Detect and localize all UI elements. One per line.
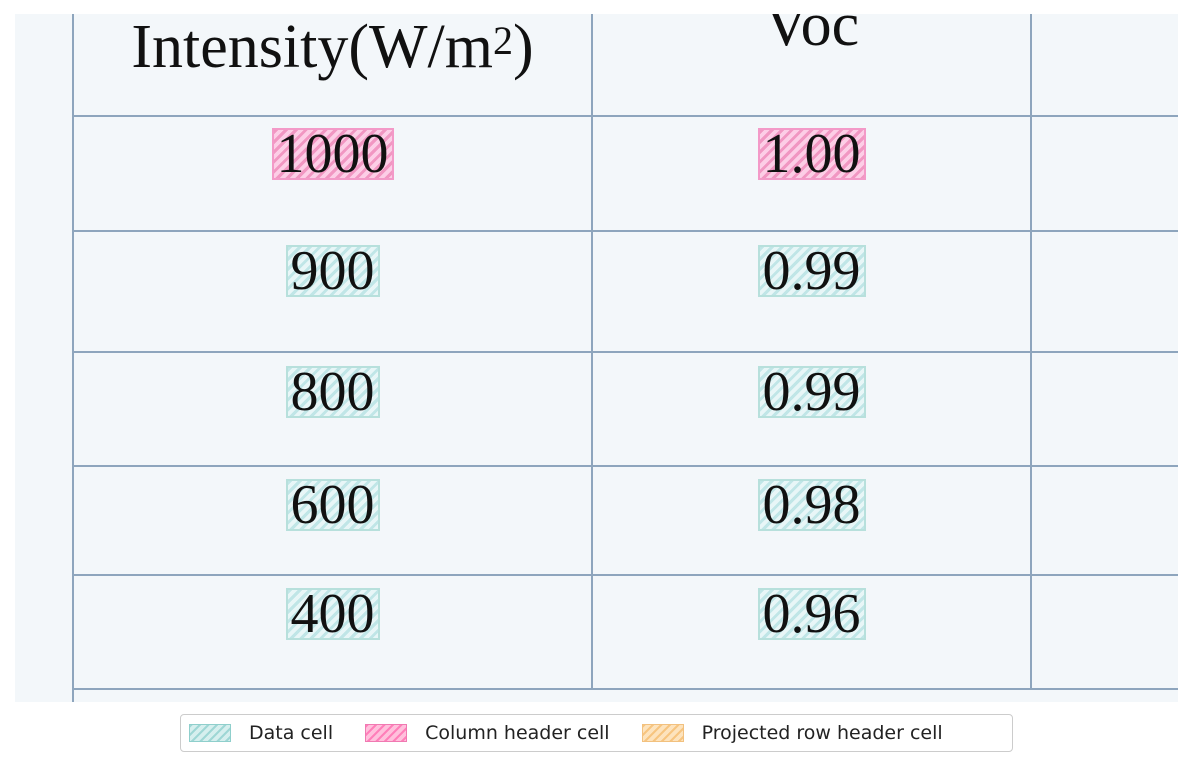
data-cell-voc: 0.99 <box>757 243 866 299</box>
grid-line <box>72 465 1178 467</box>
data-cell-voc: 0.99 <box>757 364 866 420</box>
grid-line <box>72 14 74 702</box>
table-row: 0.99 <box>593 364 1030 420</box>
legend-label: Projected row header cell <box>701 722 943 744</box>
legend-item-projected-row-header-cell: Projected row header cell <box>641 722 943 744</box>
table-row: 900 <box>74 243 591 299</box>
data-cell-intensity: 800 <box>285 364 380 420</box>
grid-line <box>72 230 1178 232</box>
table-row: 0.99 <box>593 243 1030 299</box>
table-row: 0.98 <box>593 477 1030 533</box>
data-cell-intensity: 1000 <box>271 126 394 182</box>
table-row: 1000 <box>74 126 591 182</box>
column-header-swatch <box>365 724 408 742</box>
header-intensity-close: ) <box>512 14 534 81</box>
projected-row-header-swatch <box>641 724 684 742</box>
table-row: 400 <box>74 586 591 642</box>
legend-label: Data cell <box>249 722 334 744</box>
legend: Data cell Column header cell Projected r… <box>180 714 1013 752</box>
header-voc-text: Voc <box>763 14 860 59</box>
header-intensity-text: Intensity(W/m <box>131 14 493 81</box>
data-cell-intensity: 900 <box>285 243 380 299</box>
grid-line <box>72 574 1178 576</box>
table-row: 1.00 <box>593 126 1030 182</box>
table-row: 800 <box>74 364 591 420</box>
header-intensity-superscript: 2 <box>492 18 513 63</box>
grid-line <box>72 688 1178 690</box>
data-cell-voc: 1.00 <box>757 126 866 182</box>
table-row: 600 <box>74 477 591 533</box>
table-row: 0.96 <box>593 586 1030 642</box>
legend-item-data-cell: Data cell <box>189 722 333 744</box>
data-cell-swatch <box>189 724 231 742</box>
legend-label: Column header cell <box>425 722 610 744</box>
grid-line <box>72 115 1178 117</box>
grid-line <box>72 351 1178 353</box>
column-header-voc: Voc <box>593 14 1030 56</box>
column-header-intensity: Intensity(W/m2) <box>74 16 591 78</box>
table-image: Intensity(W/m2) Voc 1000 1.00 900 0.99 8… <box>15 14 1178 702</box>
data-cell-intensity: 400 <box>285 586 380 642</box>
legend-item-column-header-cell: Column header cell <box>365 722 610 744</box>
data-cell-intensity: 600 <box>285 477 380 533</box>
data-cell-voc: 0.98 <box>757 477 866 533</box>
data-cell-voc: 0.96 <box>757 586 866 642</box>
